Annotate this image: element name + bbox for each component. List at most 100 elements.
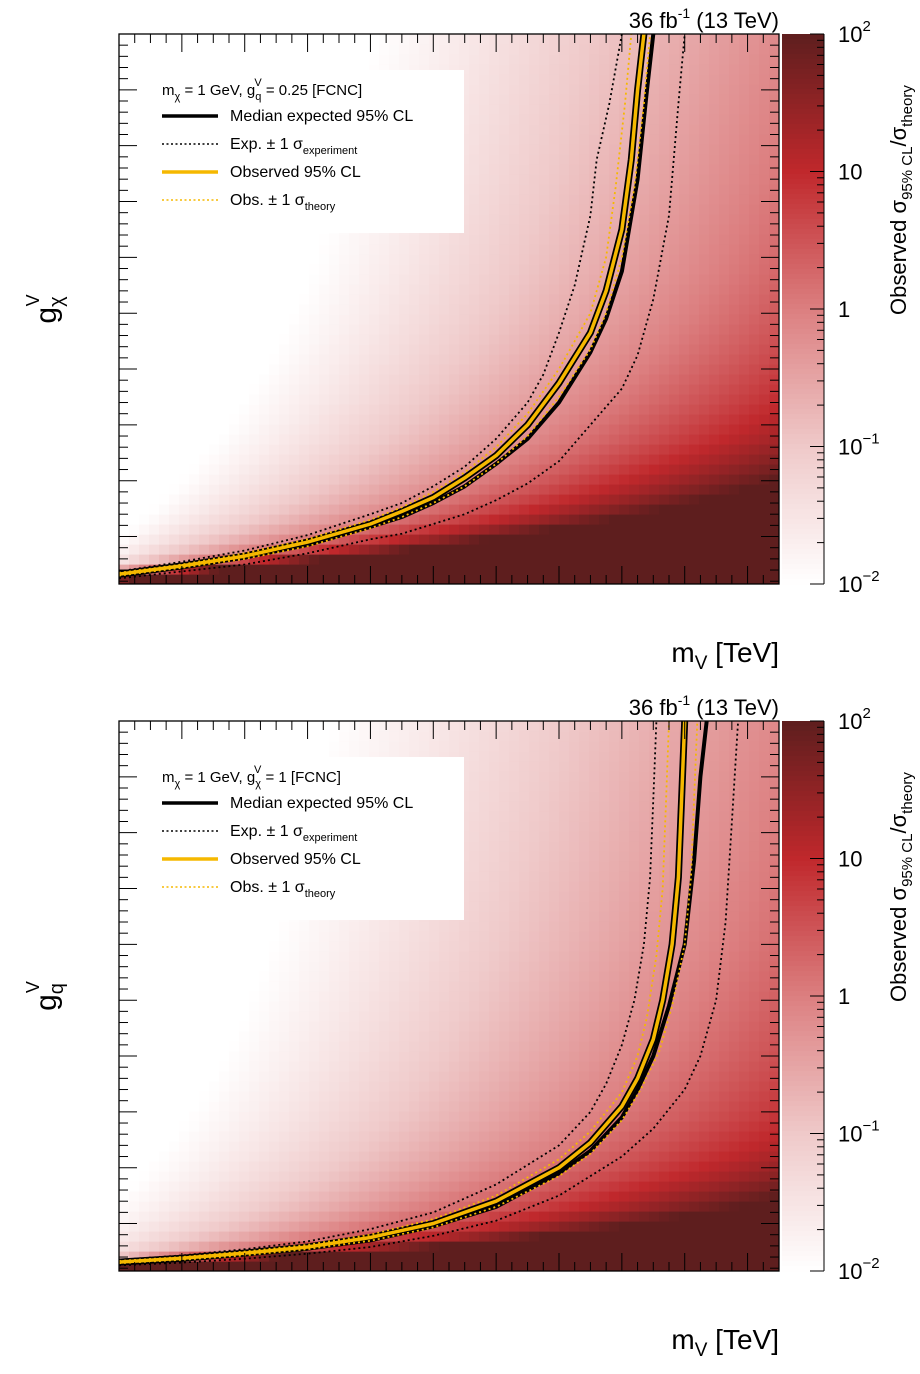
- heatmap-cell: [349, 554, 360, 565]
- heatmap-cell: [479, 504, 490, 515]
- heatmap-cell: [459, 154, 470, 165]
- heatmap-cell: [669, 504, 680, 515]
- heatmap-cell: [529, 194, 540, 205]
- heatmap-cell: [209, 504, 220, 515]
- heatmap-cell: [429, 514, 440, 525]
- heatmap-cell: [219, 374, 230, 385]
- heatmap-cell: [509, 314, 520, 325]
- heatmap-cell: [659, 1231, 670, 1242]
- heatmap-cell: [589, 284, 600, 295]
- heatmap-cell: [639, 224, 650, 235]
- heatmap-cell: [749, 64, 760, 75]
- heatmap-cell: [749, 474, 760, 485]
- heatmap-cell: [619, 384, 630, 395]
- heatmap-cell: [429, 254, 440, 265]
- heatmap-cell: [289, 424, 300, 435]
- colorbar-segment: [782, 549, 824, 555]
- heatmap-cell: [749, 244, 760, 255]
- heatmap-cell: [749, 134, 760, 145]
- heatmap-cell: [469, 384, 480, 395]
- heatmap-cell: [419, 414, 430, 425]
- heatmap-cell: [589, 1191, 600, 1202]
- heatmap-cell: [139, 464, 150, 475]
- heatmap-cell: [259, 394, 270, 405]
- heatmap-cell: [479, 194, 490, 205]
- heatmap-cell: [659, 304, 670, 315]
- heatmap-cell: [329, 1191, 340, 1202]
- colorbar-tick-label: 10−2: [838, 568, 880, 597]
- heatmap-cell: [289, 534, 300, 545]
- heatmap-cell: [189, 264, 200, 275]
- heatmap-cell: [169, 1261, 180, 1271]
- heatmap-cell: [359, 574, 370, 584]
- heatmap-cell: [339, 1241, 350, 1252]
- heatmap-cell: [409, 1161, 420, 1172]
- heatmap-cell: [139, 44, 150, 55]
- heatmap-cell: [339, 414, 350, 425]
- heatmap-cell: [659, 334, 670, 345]
- heatmap-cell: [119, 394, 130, 405]
- heatmap-cell: [639, 1201, 650, 1212]
- heatmap-cell: [389, 404, 400, 415]
- heatmap-cell: [729, 1191, 740, 1202]
- heatmap-cell: [529, 564, 540, 575]
- heatmap-cell: [619, 144, 630, 155]
- heatmap-cell: [149, 264, 160, 275]
- heatmap-cell: [169, 364, 180, 375]
- heatmap-cell: [339, 324, 350, 335]
- heatmap-cell: [399, 1191, 410, 1202]
- heatmap-cell: [719, 1241, 730, 1252]
- heatmap-cell: [469, 364, 480, 375]
- heatmap-cell: [699, 104, 710, 115]
- heatmap-cell: [249, 374, 260, 385]
- heatmap-cell: [179, 384, 190, 395]
- heatmap-cell: [249, 554, 260, 565]
- heatmap-cell: [669, 1261, 680, 1271]
- heatmap-cell: [149, 1241, 160, 1252]
- heatmap-cell: [399, 244, 410, 255]
- heatmap-cell: [769, 194, 779, 205]
- heatmap-cell: [629, 1181, 640, 1192]
- heatmap-cell: [459, 434, 470, 445]
- heatmap-cell: [309, 494, 320, 505]
- heatmap-cell: [269, 274, 280, 285]
- heatmap-cell: [319, 34, 330, 45]
- heatmap-cell: [569, 124, 580, 135]
- heatmap-cell: [749, 174, 760, 185]
- heatmap-cell: [169, 1161, 180, 1172]
- heatmap-cell: [529, 314, 540, 325]
- heatmap-cell: [669, 134, 680, 145]
- heatmap-cell: [179, 334, 190, 345]
- heatmap-cell: [429, 284, 440, 295]
- heatmap-cell: [119, 454, 130, 465]
- heatmap-cell: [229, 504, 240, 515]
- heatmap-cell: [329, 524, 340, 535]
- heatmap-cell: [659, 364, 670, 375]
- heatmap-cell: [639, 344, 650, 355]
- heatmap-cell: [119, 354, 130, 365]
- heatmap-cell: [449, 574, 460, 584]
- heatmap-cell: [459, 504, 470, 515]
- heatmap-cell: [549, 564, 560, 575]
- heatmap-cell: [379, 544, 390, 555]
- heatmap-cell: [239, 294, 250, 305]
- heatmap-cell: [259, 274, 270, 285]
- heatmap-cell: [379, 484, 390, 495]
- heatmap-cell: [659, 114, 670, 125]
- heatmap-cell: [379, 264, 390, 275]
- heatmap-cell: [709, 354, 720, 365]
- heatmap-cell: [679, 224, 690, 235]
- heatmap-cell: [199, 1231, 210, 1242]
- heatmap-cell: [539, 1121, 550, 1132]
- heatmap-cell: [169, 1131, 180, 1142]
- heatmap-cell: [739, 484, 750, 495]
- heatmap-cell: [509, 1151, 520, 1162]
- heatmap-cell: [349, 264, 360, 275]
- colorbar-segment: [782, 359, 824, 365]
- heatmap-cell: [669, 414, 680, 425]
- heatmap-cell: [679, 64, 690, 75]
- heatmap-cell: [219, 334, 230, 345]
- colorbar-segment: [782, 439, 824, 445]
- heatmap-cell: [649, 434, 660, 445]
- heatmap-cell: [689, 554, 700, 565]
